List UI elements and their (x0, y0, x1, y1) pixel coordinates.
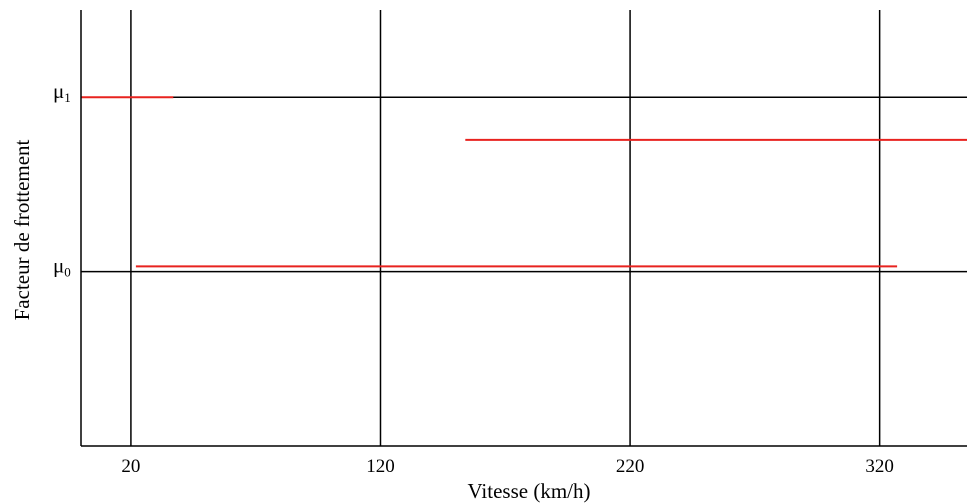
series-lines (81, 96, 967, 268)
x-tick-label-20: 20 (121, 456, 140, 477)
y-axis-label: Facteur de frottement (10, 139, 34, 320)
x-tick-label-220: 220 (616, 456, 645, 477)
y-tick-labels: μ1 μ0 (53, 79, 71, 279)
grid-lines (81, 10, 967, 446)
x-tick-label-120: 120 (366, 456, 395, 477)
x-tick-label-320: 320 (865, 456, 894, 477)
x-tick-labels: 20 120 220 320 (121, 456, 893, 477)
y-tick-label-mu1: μ1 (53, 79, 71, 105)
x-axis-label: Vitesse (km/h) (468, 479, 591, 503)
y-tick-label-mu0: μ0 (53, 254, 71, 280)
